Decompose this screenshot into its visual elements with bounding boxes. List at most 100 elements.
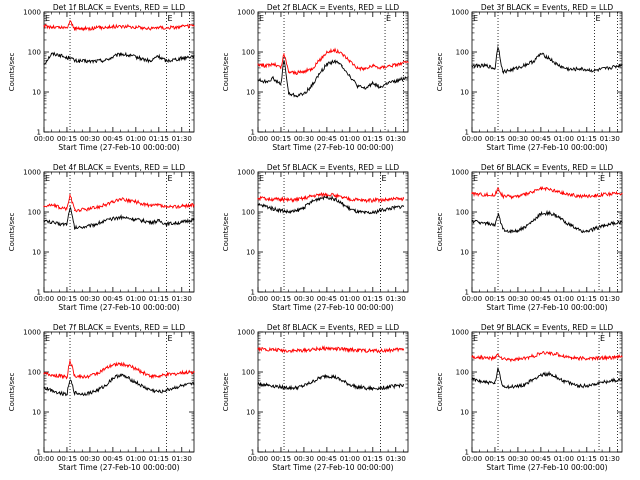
series-events-point <box>609 223 611 225</box>
series-events-point <box>341 203 343 205</box>
x-tick-label: 01:30 <box>172 455 192 463</box>
series-events-point <box>51 221 53 223</box>
x-tick-label: 00:15 <box>271 455 291 463</box>
series-events-point <box>372 212 374 214</box>
series-lld-point <box>280 198 282 201</box>
series-lld-point <box>280 67 282 69</box>
series-events-point <box>586 385 588 387</box>
series-lld-line <box>43 20 195 32</box>
series-events-point <box>364 88 366 90</box>
series-lld-point <box>479 193 481 195</box>
series-lld-point <box>104 368 106 370</box>
series-lld-point <box>341 53 343 55</box>
series-events-point <box>609 67 611 69</box>
series-lld-point <box>494 194 496 197</box>
series-lld-point <box>69 20 71 22</box>
series-events-point <box>165 389 168 391</box>
series-lld-point <box>89 27 91 29</box>
event-marker-label: E <box>381 174 386 183</box>
x-tick-label: 00:45 <box>103 455 123 463</box>
series-events-point <box>372 82 374 84</box>
series-events-point <box>486 381 488 383</box>
series-events-point <box>509 386 511 388</box>
series-events-point <box>69 56 71 58</box>
series-lld-point <box>349 198 351 200</box>
x-tick-label: 00:45 <box>317 455 337 463</box>
series-events-point <box>43 387 45 389</box>
series-lld-point <box>303 349 305 351</box>
series-events-point <box>471 220 473 222</box>
series-lld-point <box>112 364 114 366</box>
series-events-point <box>89 225 91 227</box>
series-events-point <box>257 79 259 81</box>
y-tick-label: 10 <box>246 249 255 257</box>
series-lld-line <box>257 47 409 75</box>
series-events-point <box>318 377 320 379</box>
x-tick-label: 00:30 <box>80 295 100 303</box>
series-events-point <box>471 65 473 67</box>
detector-panel-6: Det 6f BLACK = Events, RED = LLD 1 10 100 10… <box>436 163 623 312</box>
detector-panel-7: Det 7f BLACK = Events, RED = LLD 1 10 100 10… <box>8 323 195 472</box>
series-lld-point <box>387 349 389 351</box>
series-events-point <box>156 55 158 57</box>
series-events-point <box>193 383 195 385</box>
series-events-point <box>150 389 152 391</box>
series-lld-point <box>395 64 397 66</box>
series-lld-point <box>158 204 160 206</box>
series-lld-point <box>295 72 297 74</box>
y-tick-label: 1000 <box>451 9 469 17</box>
series-lld-point <box>356 67 359 69</box>
series-lld-point <box>303 71 305 73</box>
series-events-point <box>387 208 389 210</box>
series-events-point <box>127 377 129 379</box>
series-events-point <box>395 81 397 83</box>
series-lld-point <box>96 372 99 374</box>
series-events-point <box>563 220 565 222</box>
series-events-point <box>66 223 68 225</box>
series-lld-point <box>570 194 573 196</box>
x-tick-label: 00:00 <box>248 135 268 143</box>
x-tick-label: 00:30 <box>80 135 100 143</box>
plot-frame <box>471 331 623 453</box>
series-events-point <box>341 380 343 382</box>
series-lld-point <box>326 347 328 349</box>
series-events-point <box>303 206 305 209</box>
x-tick-label: 00:45 <box>531 455 551 463</box>
x-tick-label: 00:30 <box>508 295 528 303</box>
series-lld-point <box>364 68 366 70</box>
series-events-point <box>89 60 91 63</box>
x-tick-label: 01:00 <box>126 135 146 143</box>
x-tick-label: 00:00 <box>248 295 268 303</box>
y-axis-label: Counts/sec <box>222 53 230 92</box>
series-lld-point <box>104 204 106 206</box>
series-lld-point <box>150 375 152 377</box>
series-lld-point <box>364 350 366 352</box>
series-events-point <box>257 204 259 206</box>
x-tick-label: 01:00 <box>126 295 146 303</box>
series-lld-line <box>43 193 195 213</box>
series-lld-point <box>173 373 175 375</box>
series-lld-point <box>66 376 68 378</box>
series-lld-point <box>379 350 382 352</box>
y-tick-label: 1000 <box>23 9 41 17</box>
series-events-point <box>280 209 282 211</box>
x-tick-label: 01:00 <box>126 455 146 463</box>
y-tick-label: 10 <box>460 249 469 257</box>
y-tick-label: 10 <box>32 89 41 97</box>
series-events-point <box>51 389 53 391</box>
y-tick-label: 1000 <box>23 169 41 177</box>
series-lld-point <box>104 26 106 28</box>
event-marker-label: E <box>595 14 600 23</box>
y-tick-label: 100 <box>456 49 469 57</box>
series-lld-point <box>586 358 588 360</box>
series-events-point <box>387 82 389 84</box>
series-events-point <box>69 377 71 379</box>
series-events-line <box>43 51 195 65</box>
y-tick-label: 10 <box>460 409 469 417</box>
series-lld-point <box>379 67 382 69</box>
series-events-point <box>142 386 145 388</box>
series-events-point <box>502 228 504 230</box>
series-lld-point <box>135 368 137 370</box>
x-axis-label: Start Time (27-Feb-10 00:00:00) <box>58 143 179 152</box>
series-lld-point <box>280 349 282 351</box>
